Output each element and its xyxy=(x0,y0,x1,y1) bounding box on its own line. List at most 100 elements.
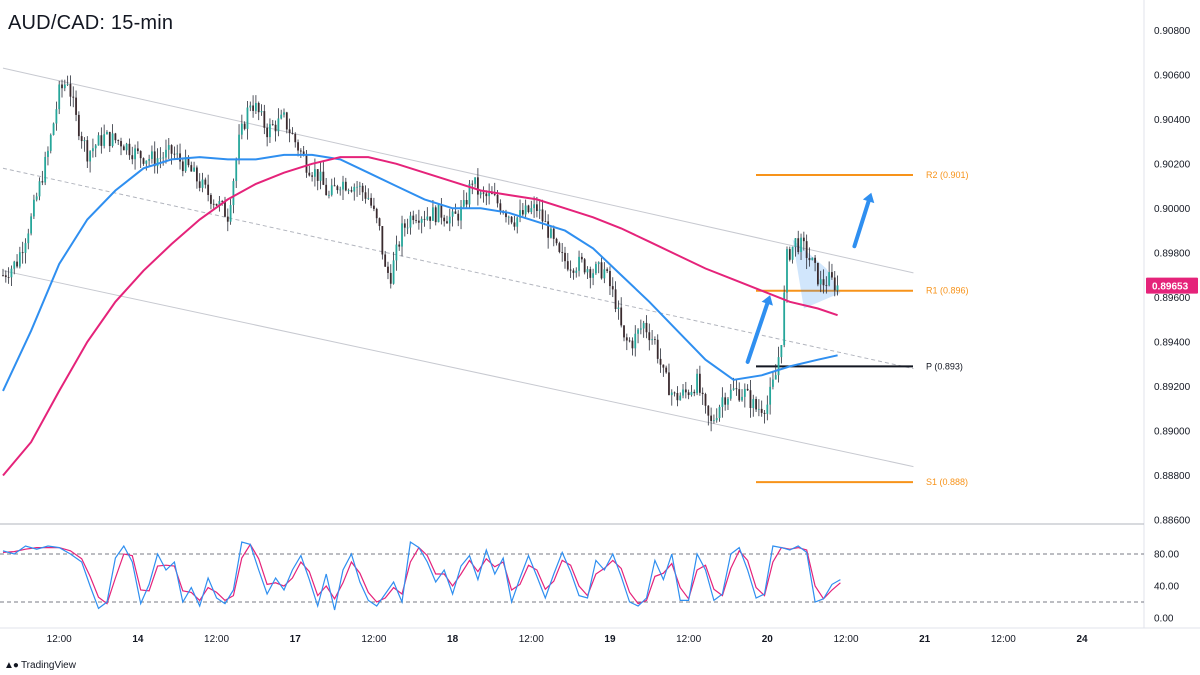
candle-body xyxy=(139,151,142,159)
candle-body xyxy=(159,157,162,159)
candle-body xyxy=(80,136,83,142)
candle-body xyxy=(117,140,120,142)
candle-body xyxy=(648,332,651,341)
candle-body xyxy=(75,97,77,115)
candle-body xyxy=(580,256,583,260)
candle-body xyxy=(7,277,10,278)
candle-body xyxy=(738,389,741,401)
candle-body xyxy=(552,228,555,239)
candle-body xyxy=(797,238,800,253)
candle-body xyxy=(662,364,665,368)
candle-body xyxy=(603,269,606,279)
candle-body xyxy=(454,211,457,214)
candle-body xyxy=(373,205,375,209)
candle-body xyxy=(2,275,4,276)
candle-body xyxy=(659,358,662,365)
candle-body xyxy=(195,167,198,182)
candle-body xyxy=(651,339,654,341)
candle-body xyxy=(378,218,381,227)
candle-body xyxy=(482,192,485,194)
candle-body xyxy=(566,261,569,270)
candle-body xyxy=(170,145,173,154)
candle-body xyxy=(536,204,538,211)
price-tick-label: 0.88800 xyxy=(1154,471,1191,482)
candle-body xyxy=(27,233,30,244)
candle-body xyxy=(179,153,181,162)
candle-body xyxy=(654,339,656,340)
candle-body xyxy=(825,285,828,287)
candle-body xyxy=(120,141,122,147)
candle-body xyxy=(41,181,44,183)
stochastic-oscillator xyxy=(0,540,1144,611)
candle-body xyxy=(499,203,502,212)
candle-body xyxy=(687,392,690,396)
ema-line-1 xyxy=(2,156,838,477)
candle-body xyxy=(668,372,670,396)
candle-body xyxy=(162,157,165,159)
candle-body xyxy=(788,249,791,260)
candle-body xyxy=(606,269,609,271)
candle-body xyxy=(586,269,589,273)
time-axis[interactable]: 12:00 14 12:00 17 12:00 18 12:00 19 12:00 20 12:00… xyxy=(47,634,1088,645)
candle-body xyxy=(420,218,423,223)
candle-body xyxy=(336,186,339,191)
candle-body xyxy=(412,215,415,221)
candle-body xyxy=(446,221,448,224)
candle-body xyxy=(822,279,825,286)
candle-body xyxy=(344,181,347,191)
candle-body xyxy=(684,389,687,393)
candle-body xyxy=(550,228,552,238)
candle-body xyxy=(569,269,572,271)
candle-body xyxy=(713,420,715,422)
candle-body xyxy=(257,103,260,113)
price-tick-label: 0.89600 xyxy=(1154,293,1191,304)
candle-body xyxy=(72,96,75,98)
candle-body xyxy=(780,345,783,358)
candle-body xyxy=(625,337,628,341)
price-tick-label: 0.89000 xyxy=(1154,426,1191,437)
candle-body xyxy=(817,262,819,285)
stoch-tick-label: 40.00 xyxy=(1154,582,1179,593)
candle-body xyxy=(597,262,600,265)
candle-body xyxy=(114,133,117,141)
candle-body xyxy=(100,135,103,146)
stoch-k-line xyxy=(2,540,841,611)
candle-body xyxy=(423,218,426,220)
time-tick-label: 12:00 xyxy=(204,634,229,645)
candle-body xyxy=(103,134,106,146)
candle-body xyxy=(325,184,328,196)
candle-body xyxy=(485,193,488,197)
candle-body xyxy=(35,196,38,200)
arrow-shaft-0 xyxy=(745,301,770,364)
candle-body xyxy=(353,186,356,192)
candle-body xyxy=(240,123,243,135)
candle-body xyxy=(443,217,446,222)
price-axis[interactable]: 0.90800 0.90600 0.90400 0.90200 0.90000 0.898… xyxy=(1154,26,1191,625)
candle-body xyxy=(69,83,72,97)
candle-body xyxy=(595,264,597,274)
tradingview-logo-icon: ▲● xyxy=(4,660,19,671)
candle-body xyxy=(645,322,648,333)
candle-body xyxy=(541,209,544,222)
candle-body xyxy=(364,192,367,199)
candle-body xyxy=(401,223,403,247)
candle-body xyxy=(173,153,176,155)
candle-body xyxy=(283,112,285,115)
candle-body xyxy=(201,179,204,188)
candle-body xyxy=(33,199,35,217)
tradingview-brand[interactable]: ▲● TradingView xyxy=(4,660,76,671)
ema-line-0 xyxy=(2,153,838,392)
channel-line-1 xyxy=(2,167,914,370)
candle-body xyxy=(578,256,580,271)
candle-body xyxy=(417,220,420,223)
candle-body xyxy=(106,131,108,135)
candle-body xyxy=(448,216,451,224)
candle-body xyxy=(145,160,148,164)
candle-body xyxy=(367,197,370,199)
arrow-head-0 xyxy=(761,295,773,306)
time-tick-label: 17 xyxy=(290,634,302,645)
candle-body xyxy=(479,192,482,195)
candle-body xyxy=(746,388,749,391)
candle-body xyxy=(575,270,578,273)
